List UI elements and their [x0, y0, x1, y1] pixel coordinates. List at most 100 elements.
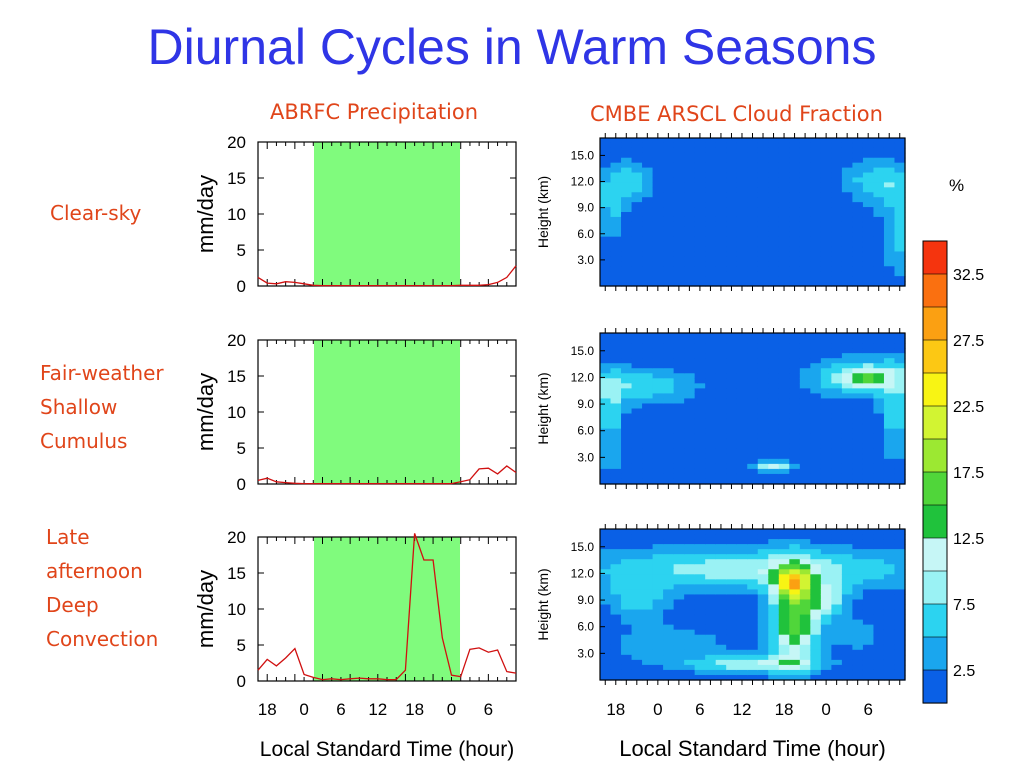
heatmap-cell [894, 453, 906, 460]
heatmap-cell [768, 338, 780, 344]
heatmap-cell [852, 202, 864, 208]
heatmap-cell [631, 226, 643, 233]
heatmap-cell [799, 564, 811, 570]
heatmap-cell [841, 378, 854, 384]
heatmap-cell [684, 664, 696, 671]
heatmap-cell [663, 348, 675, 354]
heatmap-cell [726, 614, 738, 621]
heatmap-cell [757, 664, 769, 671]
heatmap-cell [852, 197, 864, 203]
heatmap-cell [747, 368, 759, 374]
heatmap-cell [852, 574, 864, 580]
heatmap-cell [600, 468, 612, 475]
heatmap-cell [768, 142, 780, 149]
heatmap-cell [799, 534, 811, 540]
heatmap-cell [747, 226, 759, 233]
heatmap-cell [894, 138, 906, 144]
heatmap-cell [642, 368, 654, 374]
heatmap-cell [747, 348, 759, 354]
heatmap-cell [663, 634, 675, 641]
heatmap-cell [684, 398, 696, 405]
heatmap-cell [820, 202, 832, 208]
heatmap-cell [705, 348, 717, 354]
heatmap-cell [862, 276, 875, 282]
heatmap-cell [747, 654, 759, 661]
heatmap-cell [673, 388, 685, 394]
heatmap-cell [736, 246, 748, 253]
heatmap-cell [873, 363, 885, 369]
heatmap-cell [726, 674, 738, 681]
heatmap-cell [736, 152, 748, 159]
heatmap-cell [883, 338, 896, 344]
y-tick-label: 12.0 [571, 566, 595, 580]
heatmap-cell [862, 187, 875, 193]
heatmap-cell [810, 604, 822, 611]
heatmap-cell [789, 609, 801, 616]
heatmap-cell [631, 463, 643, 470]
heatmap-cell [621, 463, 633, 470]
heatmap-cell [810, 236, 822, 243]
heatmap-cell [873, 216, 885, 223]
heatmap-cell [621, 157, 633, 164]
heatmap-cell [652, 438, 664, 445]
heatmap-cell [789, 167, 801, 174]
heatmap-cell [757, 468, 769, 475]
heatmap-cell [883, 453, 896, 460]
heatmap-cell [642, 383, 654, 389]
heatmap-cell [705, 393, 717, 400]
heatmap-cell [831, 266, 843, 272]
heatmap-cell [663, 261, 675, 267]
heatmap-cell [684, 187, 696, 193]
heatmap-cell [684, 634, 696, 641]
heatmap-cell [757, 333, 769, 339]
heatmap-cell [768, 458, 780, 465]
heatmap-cell [684, 363, 696, 369]
heatmap-cell [852, 614, 864, 621]
heatmap-cell [831, 192, 843, 198]
heatmap-cell [789, 599, 801, 606]
heatmap-cell [684, 534, 696, 540]
heatmap-cell [799, 368, 811, 374]
heatmap-cell [705, 584, 717, 590]
heatmap-cell [862, 246, 875, 253]
heatmap-cell [610, 649, 622, 656]
heatmap-cell [757, 644, 769, 651]
heatmap-cell [883, 473, 896, 480]
heatmap-cell [684, 549, 696, 555]
heatmap-cell [820, 276, 832, 282]
heatmap-cell [852, 221, 864, 228]
heatmap-cell [883, 604, 896, 611]
heatmap-cell [841, 579, 854, 585]
x-tick-label: 6 [336, 700, 345, 719]
heatmap-cell [715, 408, 727, 415]
heatmap-cell [862, 182, 875, 188]
heatmap-cell [684, 281, 696, 287]
heatmap-cell [789, 413, 801, 420]
heatmap-cell [663, 187, 675, 193]
heatmap-cell [652, 403, 664, 410]
y-tick-label: 15 [227, 564, 246, 583]
heatmap-cell [820, 448, 832, 455]
heatmap-cell [778, 363, 790, 369]
heatmap-cell [820, 192, 832, 198]
heatmap-cell [610, 276, 622, 282]
heatmap-cell [820, 574, 832, 580]
y-tick-label: 15 [227, 367, 246, 386]
heatmap-cell [663, 231, 675, 238]
heatmap-cell [705, 256, 717, 262]
heatmap-cell [789, 338, 801, 344]
heatmap-cell [894, 659, 906, 666]
heatmap-cell [862, 373, 875, 379]
heatmap-cell [747, 142, 759, 149]
heatmap-cell [600, 438, 612, 445]
heatmap-cell [642, 554, 654, 560]
heatmap-cell [652, 157, 664, 164]
heatmap-cell [789, 554, 801, 560]
heatmap-cell [768, 212, 780, 218]
heatmap-cell [652, 177, 664, 183]
heatmap-cell [852, 539, 864, 545]
heatmap-cell [663, 579, 675, 585]
heatmap-cell [663, 539, 675, 545]
heatmap-cell [715, 363, 727, 369]
heatmap-cell [862, 231, 875, 238]
